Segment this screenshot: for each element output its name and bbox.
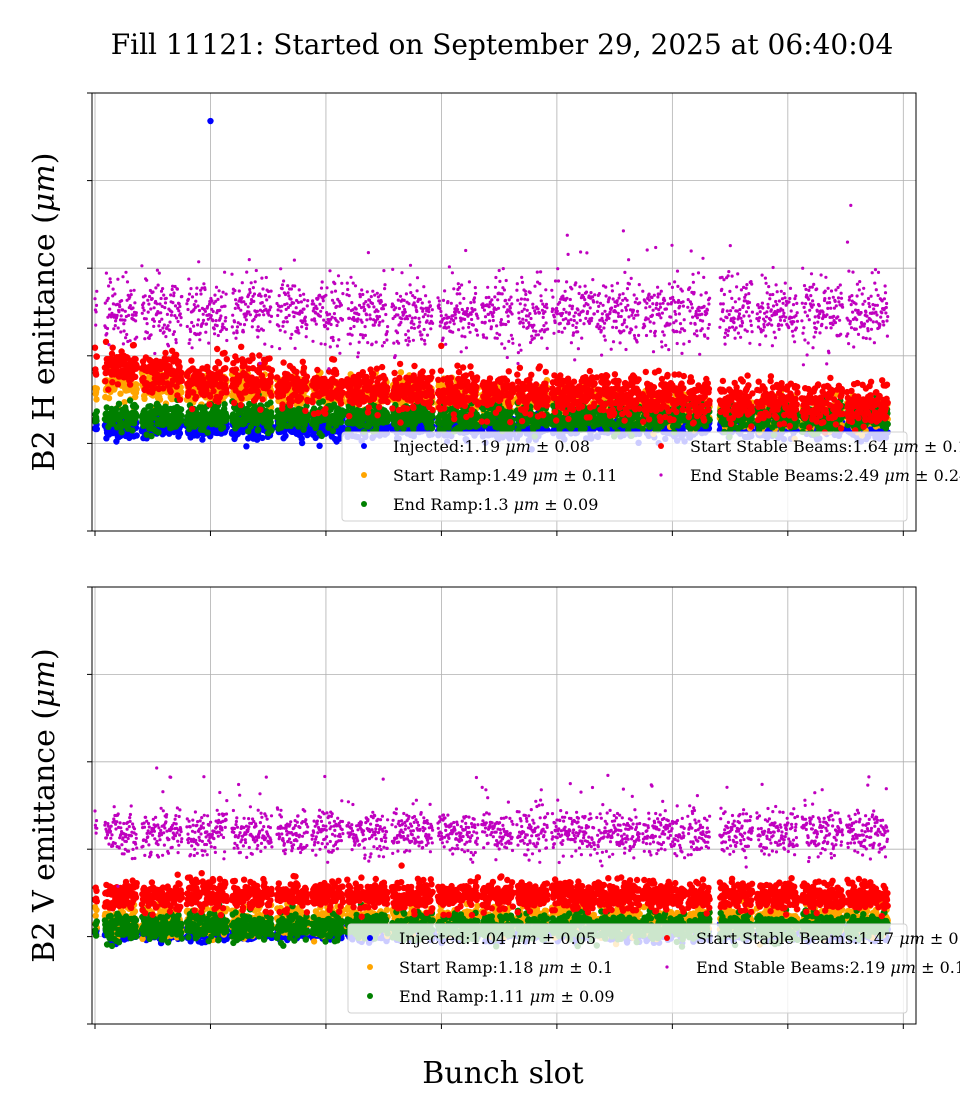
data-point xyxy=(234,430,242,438)
data-point xyxy=(298,439,306,447)
data-point xyxy=(316,442,323,449)
data-point xyxy=(243,443,250,450)
data-point xyxy=(129,427,136,434)
data-point xyxy=(337,419,345,426)
data-point xyxy=(133,385,140,393)
scatter-points xyxy=(91,117,891,453)
data-point xyxy=(319,398,327,405)
data-point xyxy=(204,429,211,436)
data-point xyxy=(318,432,325,440)
data-point xyxy=(282,432,289,439)
data-point xyxy=(118,429,125,436)
data-point xyxy=(148,432,155,440)
data-point xyxy=(428,425,436,432)
x-axis-label: Bunch slot xyxy=(422,1056,583,1091)
data-point xyxy=(199,436,206,443)
data-point xyxy=(397,369,405,376)
data-point xyxy=(133,432,140,439)
data-point xyxy=(105,395,113,402)
data-point xyxy=(304,431,311,439)
data-point xyxy=(176,430,184,437)
data-point xyxy=(253,436,261,443)
data-point xyxy=(428,419,435,426)
data-point xyxy=(141,395,148,402)
data-point xyxy=(115,400,123,407)
data-point xyxy=(219,424,227,431)
data-point xyxy=(166,430,173,437)
data-point xyxy=(155,429,162,436)
data-point xyxy=(93,408,101,415)
data-point xyxy=(177,406,185,413)
data-point xyxy=(93,396,100,403)
data-point xyxy=(267,399,274,406)
data-point xyxy=(93,417,100,425)
data-point xyxy=(268,427,275,434)
data-point xyxy=(117,390,124,397)
data-point xyxy=(221,401,228,408)
data-point xyxy=(132,403,140,411)
data-point xyxy=(93,385,101,392)
data-point xyxy=(93,425,101,433)
data-point xyxy=(267,419,274,426)
panel-horizontal: B2 H emittance (μm)Injected:1.19 μm ± 0.… xyxy=(27,92,960,536)
chart-title: Fill 11121: Started on September 29, 202… xyxy=(111,28,894,61)
data-point xyxy=(507,409,515,416)
data-point-outlier xyxy=(207,117,214,125)
data-point xyxy=(255,426,262,433)
data-point xyxy=(259,434,266,442)
